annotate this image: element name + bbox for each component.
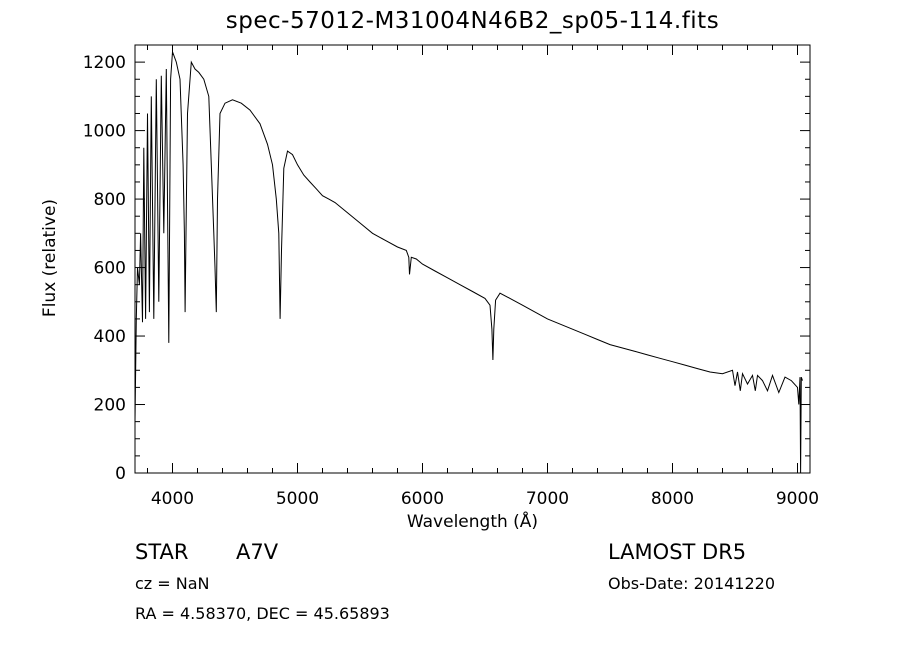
redshift-value: cz = NaN [135, 574, 210, 593]
y-tick-label: 800 [94, 190, 126, 210]
x-axis-label: Wavelength (Å) [406, 512, 539, 532]
y-tick-label: 0 [115, 464, 126, 484]
y-tick-label: 1200 [83, 53, 126, 73]
axis-ticks [135, 44, 810, 474]
chart-title: spec-57012-M31004N46B2_sp05-114.fits [225, 8, 720, 34]
observation-date: Obs-Date: 20141220 [608, 574, 776, 593]
axis-tick-labels: 4000 5000 6000 7000 8000 9000 0 200 400 600 800 100… [83, 53, 819, 509]
x-tick-label: 4000 [151, 489, 194, 509]
plot-frame [134, 44, 811, 474]
ra-dec-coordinates: RA = 4.58370, DEC = 45.65893 [135, 604, 390, 623]
spectral-subclass: A7V [236, 540, 279, 564]
y-tick-label: 200 [94, 396, 126, 416]
x-tick-label: 6000 [401, 489, 444, 509]
x-tick-label: 5000 [276, 489, 319, 509]
x-tick-label: 9000 [776, 489, 819, 509]
spectrum-line [134, 51, 803, 474]
x-tick-label: 8000 [651, 489, 694, 509]
y-tick-label: 600 [94, 259, 126, 279]
y-tick-label: 1000 [83, 122, 126, 142]
y-axis-label: Flux (relative) [40, 198, 60, 318]
y-tick-label: 400 [94, 327, 126, 347]
x-tick-label: 7000 [526, 489, 569, 509]
survey-label: LAMOST DR5 [608, 540, 747, 564]
object-class: STAR [135, 540, 189, 564]
